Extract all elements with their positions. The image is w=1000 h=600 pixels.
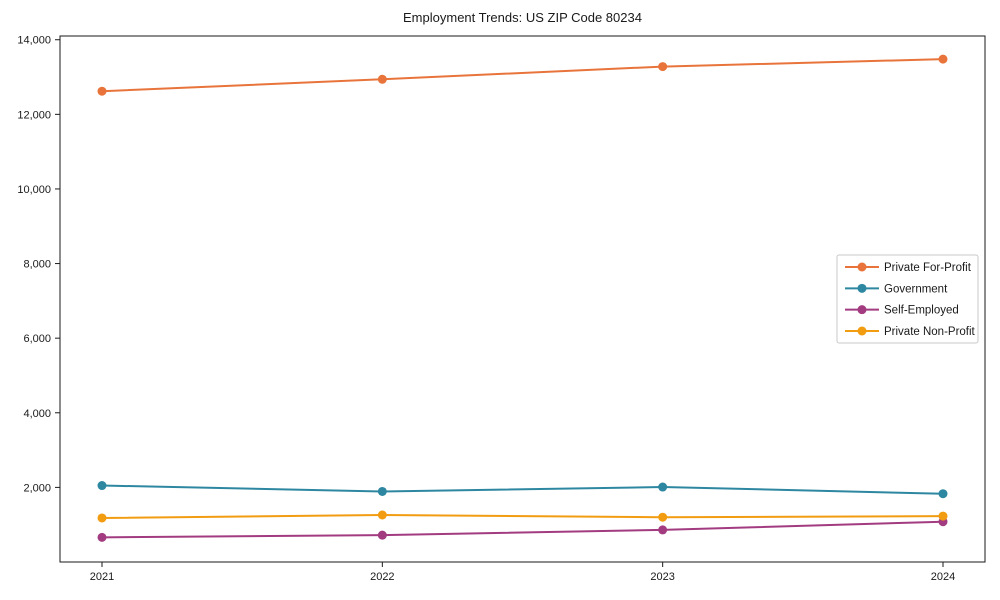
y-tick-label: 4,000: [23, 408, 51, 420]
data-point: [377, 510, 387, 520]
x-tick-label: 2024: [931, 571, 955, 583]
series-line-government: [101, 484, 944, 495]
data-point: [658, 512, 668, 522]
series-line-private-for-profit: [101, 58, 944, 93]
data-point: [97, 481, 107, 491]
legend-marker-icon: [857, 305, 867, 315]
legend-box: [836, 254, 979, 344]
data-point: [658, 482, 668, 492]
data-point: [938, 489, 948, 499]
data-point: [97, 86, 107, 96]
series-line-self-employed: [101, 520, 944, 539]
x-tick-label: 2023: [650, 571, 674, 583]
data-point: [377, 530, 387, 540]
legend-marker-icon: [857, 326, 867, 336]
legend-label: Self-Employed: [884, 305, 959, 317]
y-tick-label: 6,000: [23, 333, 51, 345]
legend-marker-icon: [857, 262, 867, 272]
axes-frame: [59, 35, 986, 563]
legend-marker-icon: [857, 283, 867, 293]
y-tick-label: 2,000: [23, 482, 51, 494]
data-point: [938, 54, 948, 64]
y-tick-label: 14,000: [17, 35, 51, 47]
data-point: [938, 511, 948, 521]
legend-label: Government: [884, 283, 948, 295]
series-line-private-non-profit: [101, 513, 944, 519]
data-point: [377, 486, 387, 496]
data-point: [97, 532, 107, 542]
chart-title: Employment Trends: US ZIP Code 80234: [403, 10, 642, 25]
data-point: [658, 525, 668, 535]
y-tick-label: 8,000: [23, 259, 51, 271]
data-point: [97, 513, 107, 523]
y-tick-label: 10,000: [17, 184, 51, 196]
legend-label: Private Non-Profit: [884, 326, 976, 338]
legend-label: Private For-Profit: [884, 262, 972, 274]
y-tick-label: 12,000: [17, 109, 51, 121]
x-tick-label: 2021: [90, 571, 114, 583]
data-point: [377, 74, 387, 84]
x-tick-label: 2022: [370, 571, 394, 583]
data-point: [658, 62, 668, 72]
